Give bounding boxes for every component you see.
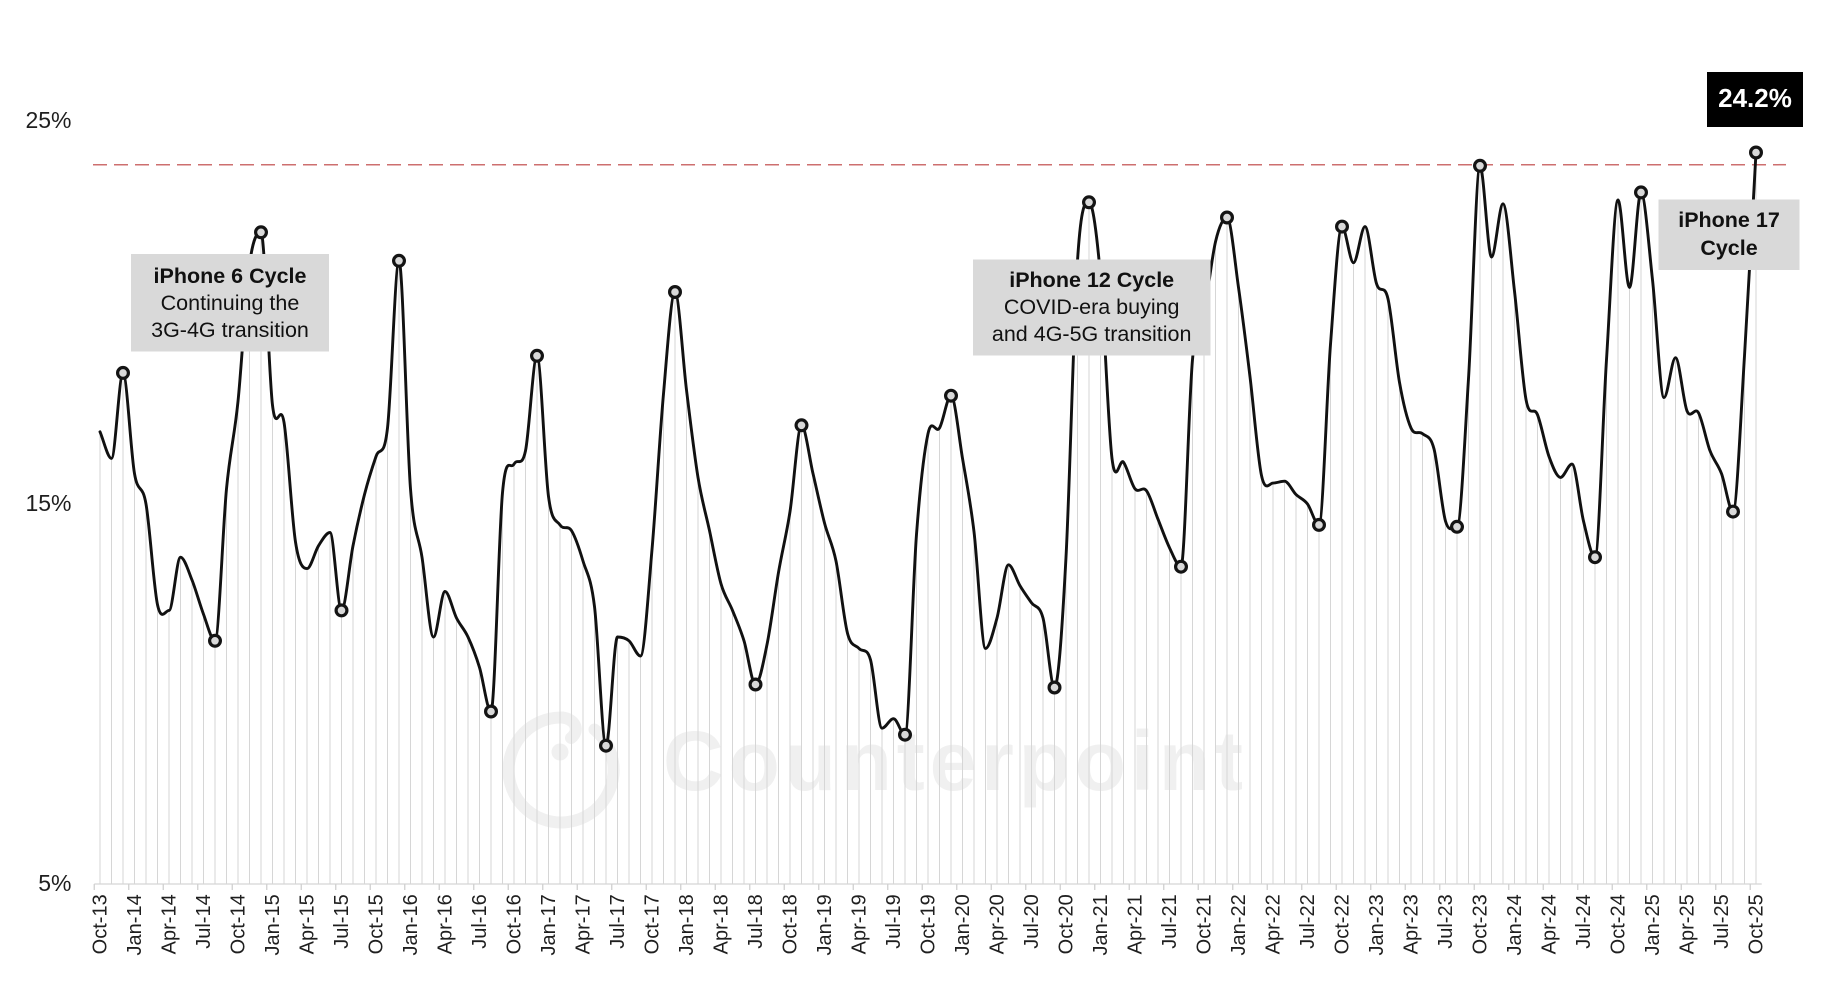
- svg-text:Continuing the: Continuing the: [161, 291, 300, 315]
- svg-text:Jul-16: Jul-16: [469, 894, 491, 948]
- svg-text:Oct-20: Oct-20: [1056, 894, 1078, 954]
- svg-text:Apr-20: Apr-20: [987, 894, 1009, 954]
- svg-text:Apr-17: Apr-17: [573, 894, 595, 954]
- svg-text:Oct-18: Oct-18: [780, 894, 802, 954]
- svg-text:iPhone 6 Cycle: iPhone 6 Cycle: [154, 264, 307, 288]
- svg-text:Jan-20: Jan-20: [952, 894, 974, 955]
- svg-text:Jan-21: Jan-21: [1090, 894, 1112, 955]
- svg-text:Oct-13: Oct-13: [90, 894, 112, 954]
- svg-text:3G-4G transition: 3G-4G transition: [151, 318, 309, 342]
- svg-text:Jan-14: Jan-14: [124, 894, 146, 955]
- svg-text:Jan-15: Jan-15: [262, 894, 284, 955]
- svg-text:Jul-20: Jul-20: [1021, 894, 1043, 948]
- svg-text:Jan-23: Jan-23: [1366, 894, 1388, 955]
- svg-text:Apr-18: Apr-18: [711, 894, 733, 954]
- svg-text:Apr-19: Apr-19: [849, 894, 871, 954]
- svg-text:Jan-22: Jan-22: [1228, 894, 1250, 955]
- svg-text:25%: 25%: [25, 107, 71, 133]
- svg-text:Oct-15: Oct-15: [366, 894, 388, 954]
- svg-text:Jul-24: Jul-24: [1573, 894, 1595, 948]
- svg-text:iPhone 12 Cycle: iPhone 12 Cycle: [1009, 268, 1174, 292]
- svg-text:Cycle: Cycle: [1700, 236, 1757, 260]
- svg-text:5%: 5%: [38, 870, 71, 896]
- svg-text:Jan-18: Jan-18: [676, 894, 698, 955]
- svg-text:Jul-25: Jul-25: [1711, 894, 1733, 948]
- svg-text:24.2%: 24.2%: [1718, 83, 1792, 113]
- svg-text:Jul-18: Jul-18: [745, 894, 767, 948]
- svg-text:Apr-14: Apr-14: [159, 894, 181, 954]
- svg-text:Jan-19: Jan-19: [814, 894, 836, 955]
- svg-text:Jul-23: Jul-23: [1435, 894, 1457, 948]
- svg-text:Jan-16: Jan-16: [400, 894, 422, 955]
- svg-text:Oct-22: Oct-22: [1332, 894, 1354, 954]
- svg-text:Oct-17: Oct-17: [642, 894, 664, 954]
- svg-text:Apr-24: Apr-24: [1539, 894, 1561, 954]
- svg-text:Oct-14: Oct-14: [228, 894, 250, 954]
- svg-text:and 4G-5G transition: and 4G-5G transition: [992, 322, 1192, 346]
- svg-text:15%: 15%: [25, 490, 71, 516]
- svg-text:Oct-25: Oct-25: [1746, 894, 1768, 954]
- svg-text:Apr-22: Apr-22: [1263, 894, 1285, 954]
- svg-text:Jan-24: Jan-24: [1504, 894, 1526, 955]
- svg-text:Apr-15: Apr-15: [297, 894, 319, 954]
- svg-text:Oct-19: Oct-19: [918, 894, 940, 954]
- svg-text:Jul-21: Jul-21: [1159, 894, 1181, 948]
- svg-text:Apr-21: Apr-21: [1125, 894, 1147, 954]
- svg-text:Apr-16: Apr-16: [435, 894, 457, 954]
- svg-text:Jul-14: Jul-14: [193, 894, 215, 948]
- svg-text:Jul-22: Jul-22: [1297, 894, 1319, 948]
- svg-text:iPhone 17: iPhone 17: [1678, 208, 1780, 232]
- svg-text:Apr-23: Apr-23: [1401, 894, 1423, 954]
- svg-text:Apr-25: Apr-25: [1677, 894, 1699, 954]
- svg-text:Oct-21: Oct-21: [1194, 894, 1216, 954]
- svg-text:COVID-era buying: COVID-era buying: [1004, 295, 1180, 319]
- svg-text:Oct-23: Oct-23: [1470, 894, 1492, 954]
- svg-text:Jul-19: Jul-19: [883, 894, 905, 948]
- svg-text:Oct-24: Oct-24: [1608, 894, 1630, 954]
- svg-text:Counterpoint: Counterpoint: [663, 714, 1248, 808]
- svg-text:Jan-25: Jan-25: [1642, 894, 1664, 955]
- svg-text:Jul-17: Jul-17: [607, 894, 629, 948]
- svg-text:Jul-15: Jul-15: [331, 894, 353, 948]
- svg-text:Jan-17: Jan-17: [538, 894, 560, 955]
- svg-text:Oct-16: Oct-16: [504, 894, 526, 954]
